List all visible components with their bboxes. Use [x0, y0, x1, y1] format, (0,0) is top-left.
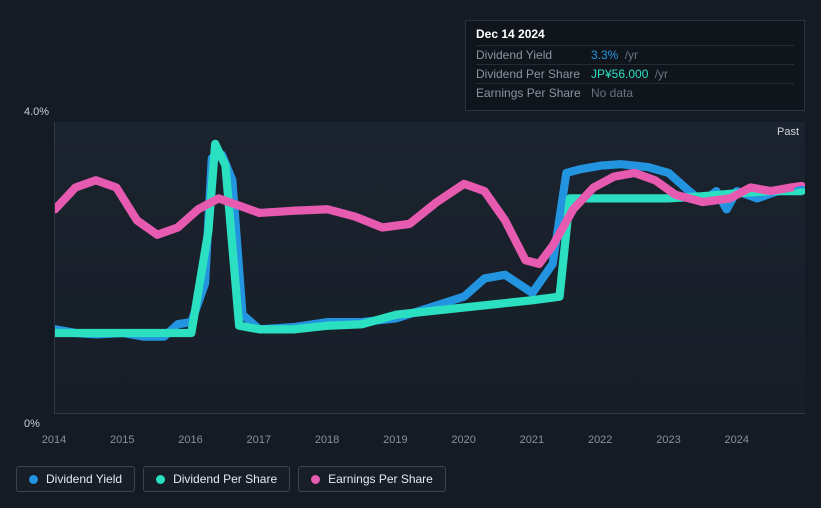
x-tick: 2019: [383, 434, 407, 446]
x-tick: 2015: [110, 434, 134, 446]
x-tick: 2016: [178, 434, 202, 446]
tooltip-row-value: 3.3% /yr: [591, 48, 638, 62]
tooltip-row: Dividend Yield3.3% /yr: [476, 45, 794, 64]
x-tick: 2024: [724, 434, 748, 446]
tooltip-row-label: Dividend Yield: [476, 48, 591, 62]
legend-item[interactable]: Dividend Yield: [16, 466, 135, 492]
tooltip-row-value: No data: [591, 86, 633, 100]
x-tick: 2017: [247, 434, 271, 446]
legend-dot-icon: [29, 475, 38, 484]
tooltip-row: Earnings Per ShareNo data: [476, 83, 794, 102]
plot-area[interactable]: Past: [54, 122, 805, 414]
legend-item[interactable]: Earnings Per Share: [298, 466, 446, 492]
tooltip-row-label: Dividend Per Share: [476, 67, 591, 81]
x-tick: 2014: [42, 434, 66, 446]
legend: Dividend Yield Dividend Per Share Earnings…: [16, 466, 446, 492]
tooltip-row: Dividend Per ShareJP¥56.000 /yr: [476, 64, 794, 83]
legend-label: Dividend Per Share: [173, 472, 277, 486]
legend-item[interactable]: Dividend Per Share: [143, 466, 290, 492]
x-tick: 2021: [520, 434, 544, 446]
tooltip-row-unit: /yr: [651, 67, 668, 81]
y-axis-min: 0%: [24, 418, 40, 430]
line-chart: [55, 122, 805, 413]
chart-container: 4.0% 0% Past 201420152016201720182019202…: [16, 108, 805, 428]
x-tick: 2022: [588, 434, 612, 446]
y-axis-max: 4.0%: [24, 106, 49, 118]
tooltip-row-unit: /yr: [621, 48, 638, 62]
tooltip-row-label: Earnings Per Share: [476, 86, 591, 100]
x-axis: 2014201520162017201820192020202120222023…: [54, 434, 805, 450]
x-tick: 2018: [315, 434, 339, 446]
x-tick: 2023: [656, 434, 680, 446]
tooltip-row-value: JP¥56.000 /yr: [591, 67, 668, 81]
legend-label: Dividend Yield: [46, 472, 122, 486]
x-tick: 2020: [451, 434, 475, 446]
legend-dot-icon: [156, 475, 165, 484]
legend-label: Earnings Per Share: [328, 472, 433, 486]
info-tooltip: Dec 14 2024 Dividend Yield3.3% /yrDivide…: [465, 20, 805, 111]
tooltip-date: Dec 14 2024: [476, 27, 794, 41]
legend-dot-icon: [311, 475, 320, 484]
